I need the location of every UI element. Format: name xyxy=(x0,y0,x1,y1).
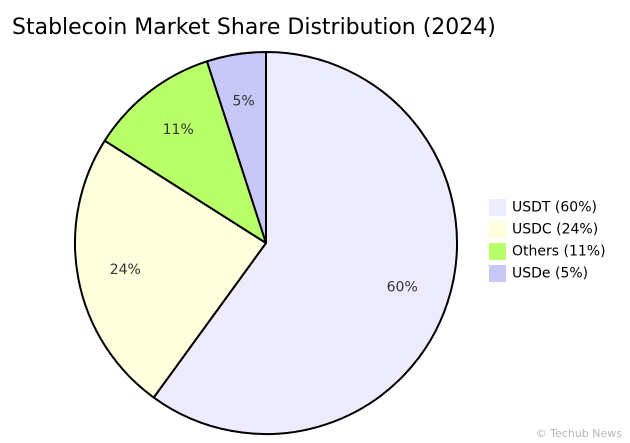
legend-label-usdc: USDC (24%) xyxy=(512,222,598,238)
legend-swatch-usdt xyxy=(489,199,506,216)
legend-swatch-usdc xyxy=(489,221,506,238)
pie-slices xyxy=(74,51,458,435)
watermark-text: © Techub News xyxy=(535,427,622,440)
legend: USDT (60%) USDC (24%) Others (11%) USDe (5%… xyxy=(489,199,606,282)
legend-swatch-usde xyxy=(489,265,506,282)
pie-slice-labels: 60% 24% 11% 5% xyxy=(110,94,418,296)
legend-label-usde: USDe (5%) xyxy=(512,266,588,282)
chart-title: Stablecoin Market Share Distribution (20… xyxy=(12,15,496,40)
slice-label-usdt: 60% xyxy=(387,279,418,295)
slice-label-others: 11% xyxy=(163,122,194,138)
pie-slice-others xyxy=(103,60,267,244)
slice-label-usdc: 24% xyxy=(110,262,141,278)
legend-label-others: Others (11%) xyxy=(512,244,606,260)
pie-slice-usdc xyxy=(74,139,267,399)
legend-label-usdt: USDT (60%) xyxy=(512,200,597,216)
pie-slice-usde xyxy=(205,51,267,244)
legend-swatch-others xyxy=(489,243,506,260)
pie-slice-usdt xyxy=(152,51,458,435)
slice-label-usde: 5% xyxy=(232,94,254,110)
